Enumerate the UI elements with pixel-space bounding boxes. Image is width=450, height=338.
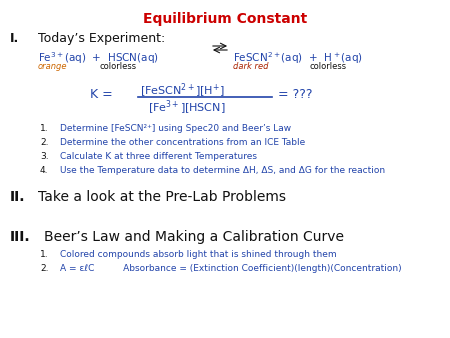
Text: 4.: 4. xyxy=(40,166,49,175)
Text: Equilibrium Constant: Equilibrium Constant xyxy=(143,12,307,26)
Text: Fe$^{3+}$(aq)  +  HSCN(aq): Fe$^{3+}$(aq) + HSCN(aq) xyxy=(38,50,159,66)
Text: 3.: 3. xyxy=(40,152,49,161)
Text: = ???: = ??? xyxy=(278,89,312,101)
Text: Calculate K at three different Temperatures: Calculate K at three different Temperatu… xyxy=(60,152,257,161)
Text: K =: K = xyxy=(90,89,117,101)
Text: Colored compounds absorb light that is shined through them: Colored compounds absorb light that is s… xyxy=(60,250,337,259)
Text: I.: I. xyxy=(10,32,19,45)
Text: colorless: colorless xyxy=(310,62,347,71)
Text: Take a look at the Pre-Lab Problems: Take a look at the Pre-Lab Problems xyxy=(38,190,286,204)
Text: Determine the other concentrations from an ICE Table: Determine the other concentrations from … xyxy=(60,138,305,147)
Text: [Fe$^{3+}$][HSCN]: [Fe$^{3+}$][HSCN] xyxy=(148,99,225,117)
Text: 2.: 2. xyxy=(40,264,49,273)
Text: FeSCN$^{2+}$(aq)  +  H$^+$(aq): FeSCN$^{2+}$(aq) + H$^+$(aq) xyxy=(233,50,363,66)
Text: [FeSCN$^{2+}$][H$^{+}$]: [FeSCN$^{2+}$][H$^{+}$] xyxy=(140,82,225,100)
Text: Today’s Experiment:: Today’s Experiment: xyxy=(38,32,165,45)
Text: 2.: 2. xyxy=(40,138,49,147)
Text: dark red: dark red xyxy=(233,62,269,71)
Text: Use the Temperature data to determine ΔH, ΔS, and ΔG for the reaction: Use the Temperature data to determine ΔH… xyxy=(60,166,385,175)
Text: Determine [FeSCN²⁺] using Spec20 and Beer’s Law: Determine [FeSCN²⁺] using Spec20 and Bee… xyxy=(60,124,291,133)
Text: III.: III. xyxy=(10,230,31,244)
Text: 1.: 1. xyxy=(40,124,49,133)
Text: II.: II. xyxy=(10,190,26,204)
Text: colorless: colorless xyxy=(100,62,137,71)
Text: A = εℓC          Absorbance = (Extinction Coefficient)(length)(Concentration): A = εℓC Absorbance = (Extinction Coeffic… xyxy=(60,264,401,273)
Text: Beer’s Law and Making a Calibration Curve: Beer’s Law and Making a Calibration Curv… xyxy=(44,230,344,244)
Text: orange: orange xyxy=(38,62,68,71)
Text: 1.: 1. xyxy=(40,250,49,259)
